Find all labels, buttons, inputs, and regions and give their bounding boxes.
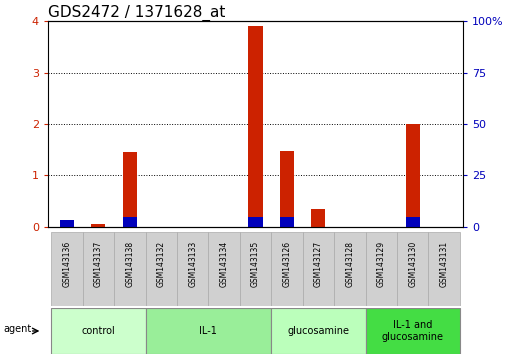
FancyBboxPatch shape: [365, 232, 396, 306]
Text: GSM143136: GSM143136: [62, 241, 71, 287]
Text: GSM143132: GSM143132: [157, 241, 166, 287]
Bar: [248, 217, 262, 227]
Bar: [123, 217, 136, 227]
FancyBboxPatch shape: [177, 232, 208, 306]
Text: agent: agent: [4, 324, 32, 334]
FancyBboxPatch shape: [51, 232, 82, 306]
Bar: [248, 27, 262, 227]
FancyBboxPatch shape: [239, 232, 271, 306]
Text: GDS2472 / 1371628_at: GDS2472 / 1371628_at: [48, 5, 225, 21]
Bar: [60, 221, 74, 227]
Text: GSM143128: GSM143128: [344, 241, 354, 287]
Text: GSM143129: GSM143129: [376, 241, 385, 287]
Bar: [405, 124, 419, 227]
Bar: [279, 151, 293, 227]
FancyBboxPatch shape: [114, 232, 145, 306]
Text: IL-1 and
glucosamine: IL-1 and glucosamine: [381, 320, 443, 342]
FancyBboxPatch shape: [82, 232, 114, 306]
FancyBboxPatch shape: [428, 232, 459, 306]
Text: GSM143134: GSM143134: [219, 241, 228, 287]
FancyBboxPatch shape: [333, 232, 365, 306]
Text: control: control: [81, 326, 115, 336]
FancyBboxPatch shape: [208, 232, 239, 306]
Bar: [91, 224, 105, 227]
Text: GSM143127: GSM143127: [313, 241, 322, 287]
Text: GSM143138: GSM143138: [125, 241, 134, 287]
Text: GSM143126: GSM143126: [282, 241, 291, 287]
Bar: [279, 217, 293, 227]
Bar: [311, 209, 325, 227]
FancyBboxPatch shape: [365, 308, 459, 354]
Text: GSM143130: GSM143130: [408, 241, 416, 287]
FancyBboxPatch shape: [271, 232, 302, 306]
Bar: [60, 223, 74, 227]
FancyBboxPatch shape: [145, 308, 271, 354]
FancyBboxPatch shape: [51, 308, 145, 354]
Text: GSM143135: GSM143135: [250, 241, 260, 287]
FancyBboxPatch shape: [302, 232, 333, 306]
FancyBboxPatch shape: [396, 232, 428, 306]
Text: IL-1: IL-1: [199, 326, 217, 336]
Text: GSM143131: GSM143131: [439, 241, 448, 287]
Bar: [123, 152, 136, 227]
Bar: [405, 217, 419, 227]
Text: glucosamine: glucosamine: [287, 326, 349, 336]
Text: GSM143133: GSM143133: [188, 241, 197, 287]
FancyBboxPatch shape: [271, 308, 365, 354]
FancyBboxPatch shape: [145, 232, 177, 306]
Text: GSM143137: GSM143137: [94, 241, 103, 287]
